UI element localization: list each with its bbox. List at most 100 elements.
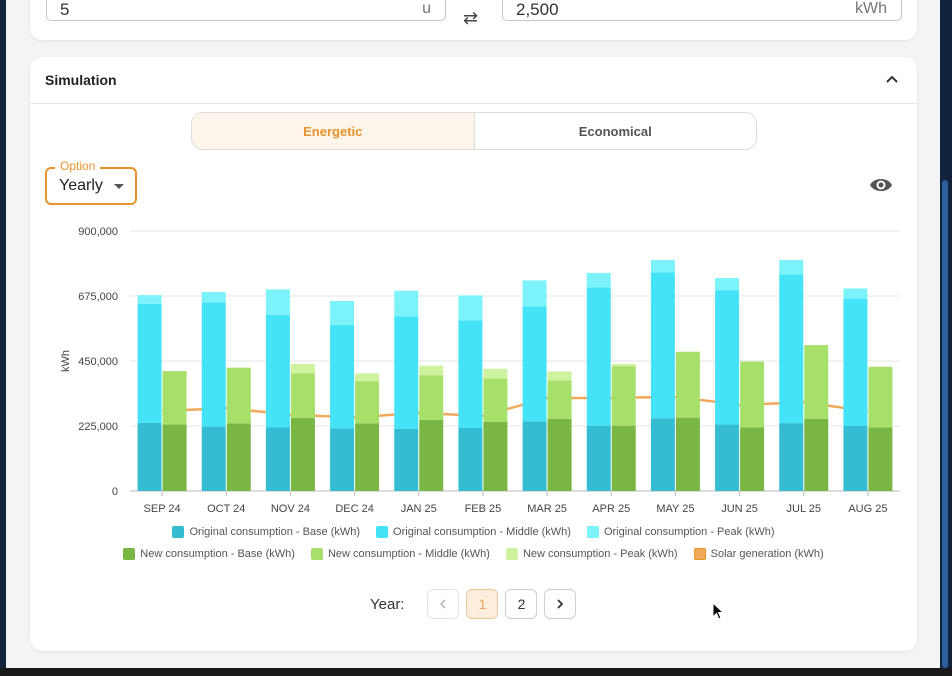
bar-original-peak (522, 280, 547, 307)
bar-original-peak (458, 295, 483, 321)
bar-original-peak (650, 259, 675, 273)
bar-original-peak (137, 295, 162, 304)
energy-value: 2,500 (516, 0, 559, 19)
chevron-up-icon[interactable] (883, 70, 901, 88)
mode-toggle: Energetic Economical (191, 112, 757, 150)
chevron-left-icon (440, 599, 447, 609)
legend-label: Original consumption - Middle (kWh) (393, 526, 571, 538)
energy-field[interactable]: 2,500 kWh (502, 0, 902, 21)
legend-swatch (505, 548, 518, 560)
bar-new-base (547, 418, 572, 491)
legend-swatch (310, 548, 323, 560)
quantity-unit: u (422, 0, 431, 17)
legend-item[interactable]: New consumption - Base (kWh) (123, 548, 295, 560)
quantity-value: 5 (60, 0, 70, 19)
bar-original-base (522, 421, 547, 491)
x-tick-label: FEB 25 (465, 503, 502, 515)
bar-new-base (290, 417, 315, 491)
bar-original-middle (843, 298, 868, 426)
swap-arrows-icon[interactable]: ⇄ (463, 8, 479, 28)
legend-row-1: Original consumption - Base (kWh) Origina… (30, 526, 917, 538)
bar-new-middle (611, 366, 636, 426)
prev-page-button[interactable] (427, 589, 460, 619)
legend-item[interactable]: Solar generation (kWh) (693, 548, 824, 560)
bar-original-middle (586, 287, 611, 426)
bar-new-base (226, 423, 251, 491)
y-tick-label: 675,000 (78, 291, 118, 303)
taskbar-strip (0, 668, 952, 676)
page-button-1[interactable]: 1 (466, 589, 499, 619)
bar-original-peak (265, 289, 290, 315)
bar-original-base (715, 424, 740, 491)
bar-original-peak (201, 291, 226, 303)
bar-new-middle (675, 351, 700, 418)
x-tick-label: JUL 25 (787, 503, 821, 515)
y-axis-label: kWh (60, 350, 72, 372)
quantity-field[interactable]: 5 u (46, 0, 446, 21)
bar-new-middle (547, 380, 572, 419)
option-value: Yearly (59, 177, 103, 194)
bar-original-middle (522, 306, 547, 422)
bar-new-base (419, 419, 444, 491)
legend-swatch (172, 526, 185, 538)
simulation-card: Simulation Energetic Economical Option Y… (30, 57, 917, 651)
bar-new-middle (483, 378, 508, 422)
y-tick-label: 900,000 (78, 226, 118, 238)
simulation-header[interactable]: Simulation (30, 57, 917, 104)
x-tick-label: SEP 24 (144, 503, 181, 515)
page-background: 5 u ⇄ 2,500 kWh Simulation Energetic Eco… (6, 0, 940, 668)
option-label: Option (55, 159, 101, 173)
bar-new-middle (290, 373, 315, 418)
legend-swatch (376, 526, 389, 538)
y-tick-label: 225,000 (78, 421, 118, 433)
bar-original-peak (843, 288, 868, 299)
legend-swatch (693, 548, 706, 560)
tab-energetic[interactable]: Energetic (192, 113, 475, 149)
x-tick-label: MAY 25 (656, 503, 694, 515)
bar-new-middle (226, 367, 251, 424)
bar-new-peak (290, 363, 315, 374)
tab-economical[interactable]: Economical (474, 113, 756, 149)
bar-new-base (611, 425, 636, 491)
legend-item[interactable]: New consumption - Peak (kWh) (505, 548, 678, 560)
caret-down-icon (114, 184, 124, 189)
bar-original-middle (265, 314, 290, 428)
year-pagination: Year: 1 2 (370, 588, 577, 620)
bar-new-base (162, 424, 187, 491)
legend-item[interactable]: Original consumption - Base (kWh) (172, 526, 360, 538)
legend-item[interactable]: New consumption - Middle (kWh) (310, 548, 490, 560)
eye-icon[interactable] (869, 176, 893, 194)
bar-new-peak (611, 363, 636, 367)
bar-new-base (740, 427, 765, 491)
bar-original-peak (330, 300, 355, 325)
bar-original-base (458, 428, 483, 491)
legend-row-2: New consumption - Base (kWh) New consumpt… (30, 548, 917, 560)
legend-label: Original consumption - Base (kWh) (189, 526, 361, 538)
page-button-2[interactable]: 2 (505, 589, 538, 619)
bar-new-peak (355, 373, 380, 382)
bar-original-base (330, 428, 355, 491)
bar-original-peak (715, 278, 740, 291)
x-tick-label: NOV 24 (271, 503, 310, 515)
legend-item[interactable]: Original consumption - Middle (kWh) (376, 526, 571, 538)
bar-original-peak (586, 272, 611, 288)
legend-label: New consumption - Peak (kWh) (522, 548, 678, 560)
bar-original-base (394, 428, 419, 491)
chevron-right-icon (557, 599, 564, 609)
option-select[interactable]: Option Yearly (45, 159, 137, 205)
x-tick-label: JUN 25 (721, 503, 758, 515)
bar-new-middle (868, 366, 893, 428)
bar-new-middle (804, 345, 829, 419)
bar-original-middle (458, 320, 483, 429)
mouse-cursor-icon (712, 602, 725, 620)
x-tick-label: AUG 25 (848, 503, 887, 515)
bar-new-middle (419, 375, 444, 420)
bar-original-base (650, 418, 675, 491)
legend-item[interactable]: Original consumption - Peak (kWh) (586, 526, 775, 538)
next-page-button[interactable] (544, 589, 577, 619)
bar-original-base (137, 422, 162, 491)
bar-new-base (483, 421, 508, 491)
bar-original-middle (137, 303, 162, 423)
bar-original-middle (330, 324, 355, 429)
page-scrollbar[interactable] (942, 180, 948, 668)
